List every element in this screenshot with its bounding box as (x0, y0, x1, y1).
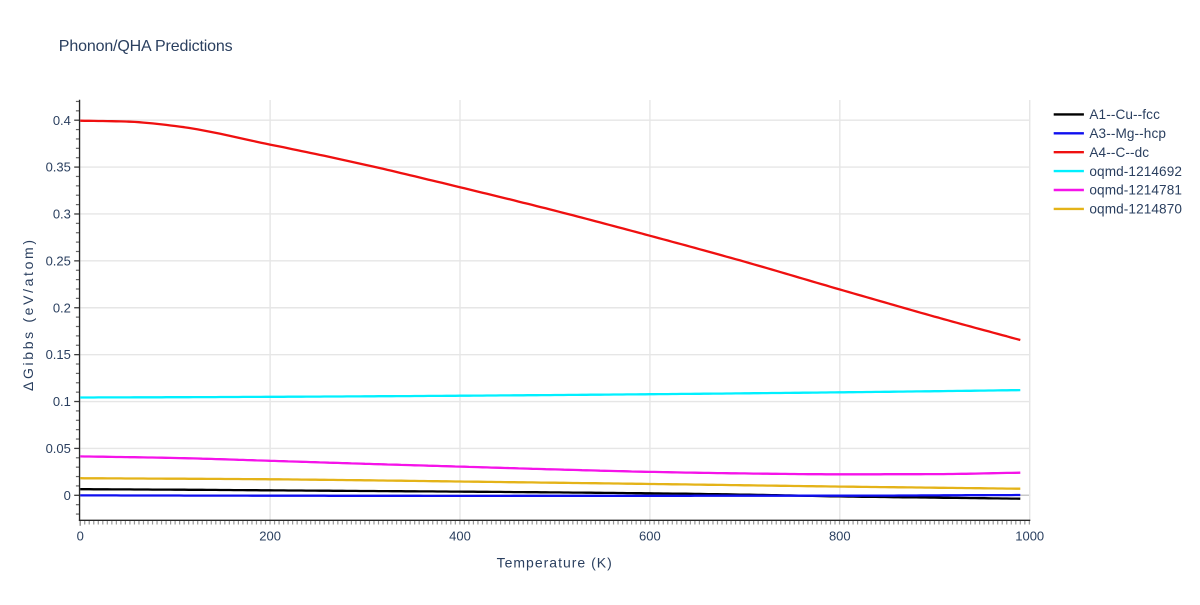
svg-text:0.15: 0.15 (46, 347, 71, 362)
svg-text:oqmd-1214870: oqmd-1214870 (1089, 202, 1182, 217)
svg-text:A1--Cu--fcc: A1--Cu--fcc (1089, 107, 1160, 122)
svg-text:Phonon/QHA Predictions: Phonon/QHA Predictions (59, 38, 233, 55)
svg-text:200: 200 (259, 528, 281, 543)
svg-text:0.3: 0.3 (53, 207, 71, 222)
svg-text:0.35: 0.35 (46, 160, 71, 175)
svg-text:oqmd-1214692: oqmd-1214692 (1089, 164, 1182, 179)
svg-text:400: 400 (449, 528, 471, 543)
svg-text:ΔGibbs (eV/atom): ΔGibbs (eV/atom) (20, 237, 36, 391)
svg-text:0.2: 0.2 (53, 300, 71, 315)
svg-text:0.05: 0.05 (46, 441, 71, 456)
svg-text:800: 800 (829, 528, 851, 543)
svg-text:0.25: 0.25 (46, 254, 71, 269)
svg-text:0: 0 (64, 488, 71, 503)
svg-text:0.4: 0.4 (53, 113, 71, 128)
svg-text:0.1: 0.1 (53, 394, 71, 409)
svg-text:A4--C--dc: A4--C--dc (1089, 145, 1149, 160)
svg-text:A3--Mg--hcp: A3--Mg--hcp (1089, 126, 1166, 141)
svg-text:0: 0 (77, 528, 84, 543)
svg-text:600: 600 (639, 528, 661, 543)
svg-text:oqmd-1214781: oqmd-1214781 (1089, 183, 1182, 198)
svg-text:1000: 1000 (1015, 528, 1044, 543)
svg-text:Temperature (K): Temperature (K) (497, 554, 613, 570)
